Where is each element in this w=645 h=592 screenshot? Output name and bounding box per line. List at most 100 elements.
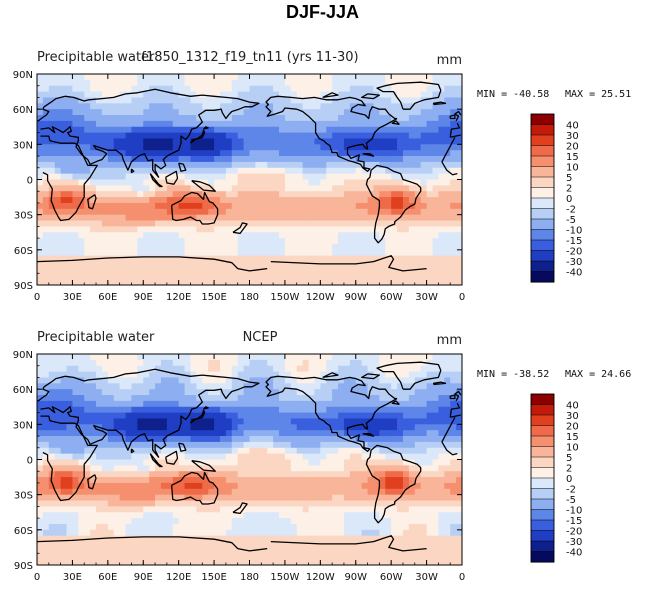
field-cell [343,477,351,484]
field-cell [338,91,345,98]
field-cell [172,359,180,367]
field-cell [214,232,221,239]
field-cell [338,167,345,175]
field-cell [308,273,315,280]
field-cell [125,109,132,116]
field-cell [349,267,357,274]
field-cell [320,465,327,472]
field-cell [214,482,221,490]
field-cell [432,103,439,110]
field-cell [438,126,445,134]
field-cell [450,494,457,501]
field-cell [131,488,138,496]
field-cell [243,273,250,280]
field-cell [225,471,233,478]
field-cell [137,406,144,414]
field-cell [296,232,304,239]
field-cell [237,79,244,87]
field-cell [137,488,144,496]
field-cell [225,365,233,372]
field-cell [338,191,345,198]
field-cell [125,400,132,408]
field-cell [90,249,97,257]
field-cell [367,226,374,233]
field-cell [125,512,132,519]
field-cell [137,279,144,285]
field-cell [255,138,262,145]
field-cell [273,226,280,233]
field-cell [408,518,416,525]
field-cell [160,389,168,396]
field-cell [326,167,333,175]
field-cell [267,506,274,513]
field-cell [432,365,439,372]
field-cell [66,482,73,490]
field-cell [273,383,280,390]
field-cell [214,191,221,198]
field-cell [367,512,374,519]
field-cell [90,395,97,402]
field-cell [131,273,138,280]
field-cell [414,232,422,239]
field-cell [172,249,180,257]
field-cell [166,97,174,104]
field-cell [214,523,221,531]
field-cell [279,115,286,122]
field-cell [284,255,292,262]
field-cell [385,126,392,134]
field-cell [349,238,357,245]
field-cell [450,255,457,262]
field-cell [160,150,168,157]
field-cell [178,436,185,443]
field-cell [90,191,97,198]
field-cell [243,243,250,251]
field-cell [48,400,56,408]
field-cell [420,161,427,169]
colorbar-swatch [530,197,555,210]
field-cell [184,412,191,419]
field-cell [361,389,368,396]
field-cell [349,138,357,145]
field-cell [308,377,315,384]
field-cell [155,238,162,245]
field-cell [119,161,126,169]
field-cell [113,273,121,280]
field-cell [155,447,162,455]
field-cell [361,279,368,285]
field-cell [320,383,327,390]
field-cell [143,255,150,262]
field-cell [255,441,262,449]
field-cell [202,103,209,110]
field-cell [397,529,404,537]
field-cell [160,85,168,92]
field-cell [314,512,321,519]
field-cell [338,500,345,507]
field-cell [385,354,392,361]
field-cell [456,459,462,466]
field-cell [432,179,439,186]
field-cell [332,279,339,285]
field-cell [101,167,109,175]
field-cell [438,185,445,192]
field-cell [84,179,91,186]
field-cell [160,255,168,262]
field-cell [42,161,50,169]
field-cell [249,436,256,443]
field-cell [225,156,233,163]
field-cell [402,500,410,507]
field-cell [456,453,462,460]
field-cell [101,173,109,180]
field-cell [178,471,185,478]
field-cell [90,220,97,227]
field-cell [72,238,79,245]
field-cell [379,109,386,116]
x-tick-label: 60W [380,292,403,303]
field-cell [367,208,374,216]
field-cell [84,132,91,139]
field-cell [113,471,121,478]
field-cell [78,243,85,251]
field-cell [37,156,44,163]
field-cell [178,132,185,139]
field-cell [96,267,103,274]
field-cell [54,400,62,408]
